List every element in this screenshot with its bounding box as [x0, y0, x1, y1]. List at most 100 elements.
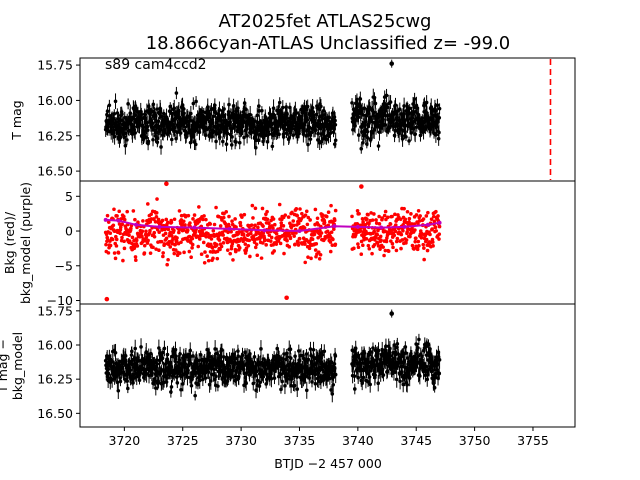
mag-point — [381, 373, 386, 377]
mag-point — [280, 105, 285, 110]
mag-point — [296, 349, 301, 353]
bkg-point — [434, 229, 438, 233]
bkg-model-point — [157, 224, 162, 229]
bkg-point — [105, 213, 110, 218]
bkg-point — [383, 209, 388, 214]
bkg-point — [313, 248, 318, 252]
bkg-point — [133, 255, 138, 259]
mag-point — [126, 386, 130, 391]
bkg-point — [372, 243, 377, 247]
bkg-point — [233, 217, 237, 221]
bkg-point — [373, 235, 378, 240]
bkg-point — [366, 243, 371, 248]
mag-point — [358, 97, 363, 101]
mag-point — [234, 140, 238, 144]
mag-point — [413, 132, 418, 136]
bkg-point — [265, 217, 270, 222]
mag-point — [121, 370, 126, 375]
mag-point — [333, 372, 338, 377]
mag-point — [174, 91, 179, 95]
bkg-point — [322, 220, 327, 225]
bkg-point — [359, 252, 364, 257]
bkg-point — [328, 240, 333, 244]
mag-point — [305, 118, 310, 122]
mag-point — [356, 375, 360, 380]
bkg-point — [428, 232, 432, 237]
mag-point — [201, 377, 205, 382]
bkg-point — [283, 213, 288, 217]
bkg-point — [111, 223, 116, 228]
mag-point — [305, 104, 310, 109]
mag-point — [288, 347, 293, 352]
mag-point — [331, 111, 335, 115]
mag-point — [124, 131, 128, 136]
mag-point — [244, 381, 248, 386]
bkg-point — [221, 215, 226, 220]
mag-point — [314, 112, 319, 117]
bkg-point — [199, 252, 204, 257]
bkg-point — [365, 217, 369, 221]
bkg-point — [225, 236, 229, 241]
bkg-point — [419, 235, 424, 240]
mag-point — [189, 111, 193, 116]
y-tick-label: −5 — [55, 258, 73, 273]
bkg-point — [295, 213, 300, 218]
bkg-point — [286, 215, 291, 219]
bkg-point — [414, 236, 418, 241]
bkg-point — [212, 222, 217, 227]
mag-point — [217, 135, 222, 139]
mag-point — [156, 119, 161, 124]
mag-point — [285, 112, 289, 116]
mag-point — [308, 137, 313, 141]
mag-point — [368, 382, 373, 387]
bkg-point — [211, 228, 216, 233]
bkg-point — [332, 227, 336, 231]
bkg-point — [272, 249, 276, 253]
bkg-point — [162, 242, 167, 246]
bkg-point — [226, 222, 231, 227]
mag-point — [234, 109, 239, 113]
bkg-point — [240, 215, 244, 219]
mag-point — [376, 144, 381, 148]
mag-point — [245, 134, 249, 138]
mag-point — [248, 112, 252, 117]
bkg-point — [238, 220, 243, 225]
mag-point — [156, 380, 161, 385]
mag-point — [169, 385, 174, 389]
bkg-point — [214, 243, 219, 248]
bkg-point — [210, 246, 215, 250]
bkg-point — [360, 217, 365, 221]
bkg-model-point — [262, 228, 267, 233]
bkg-point — [417, 243, 421, 248]
bkg-point — [408, 234, 412, 239]
mag-point — [175, 381, 180, 385]
bkg-point — [274, 242, 279, 246]
bkg-point — [196, 244, 201, 249]
bkg-point — [386, 249, 391, 254]
mag-point — [284, 351, 289, 356]
mag-point — [308, 347, 313, 351]
mag-point — [257, 384, 262, 388]
bkg-point — [430, 240, 435, 244]
mag-point — [225, 355, 229, 360]
y-tick-label: 16.50 — [37, 164, 73, 179]
bkg-point — [350, 214, 354, 219]
bkg-point — [288, 236, 293, 241]
bkg-point — [234, 225, 238, 229]
mag-point — [181, 382, 185, 386]
mag-point — [320, 116, 325, 121]
bkg-point — [220, 230, 225, 235]
mag-point — [225, 131, 230, 136]
bkg-point — [202, 261, 207, 265]
mag-point — [220, 348, 224, 352]
bkg-point — [146, 202, 150, 206]
bkg-point — [193, 230, 198, 235]
mag-point — [330, 392, 335, 396]
mag-point — [304, 388, 309, 393]
mag-point — [306, 142, 310, 147]
mag-point — [240, 353, 245, 358]
bkg-point — [238, 223, 243, 228]
mag-point — [333, 138, 338, 143]
bkg-point — [197, 237, 202, 241]
mag-point — [361, 140, 365, 145]
